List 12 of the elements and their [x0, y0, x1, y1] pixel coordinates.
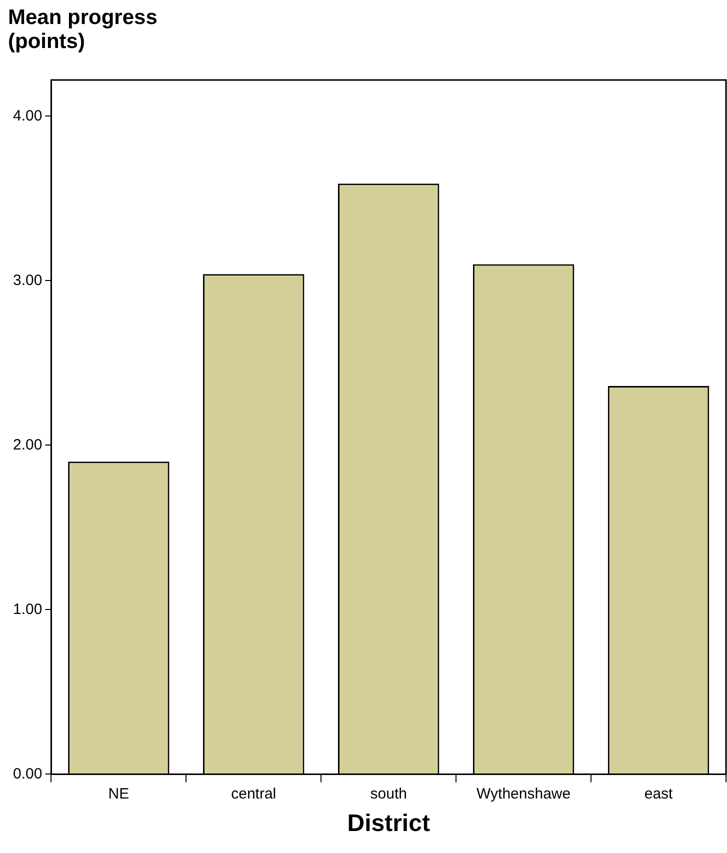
x-tick-label: Wythenshawe — [476, 785, 571, 802]
y-tick-label: 3.00 — [12, 272, 42, 289]
x-tick-label: central — [231, 785, 276, 802]
y-tick-label: 2.00 — [12, 436, 42, 454]
y-tick-label: 0.00 — [12, 765, 42, 782]
x-tick-label: south — [370, 785, 407, 802]
x-tick-label: east — [644, 785, 674, 802]
x-axis-title: District — [347, 810, 430, 838]
y-axis-title: Mean progress (points) — [8, 6, 158, 54]
y-tick-label: 4.00 — [12, 107, 42, 124]
y-tick-label: 1.00 — [12, 600, 42, 618]
x-tick-label: NE — [108, 785, 130, 802]
